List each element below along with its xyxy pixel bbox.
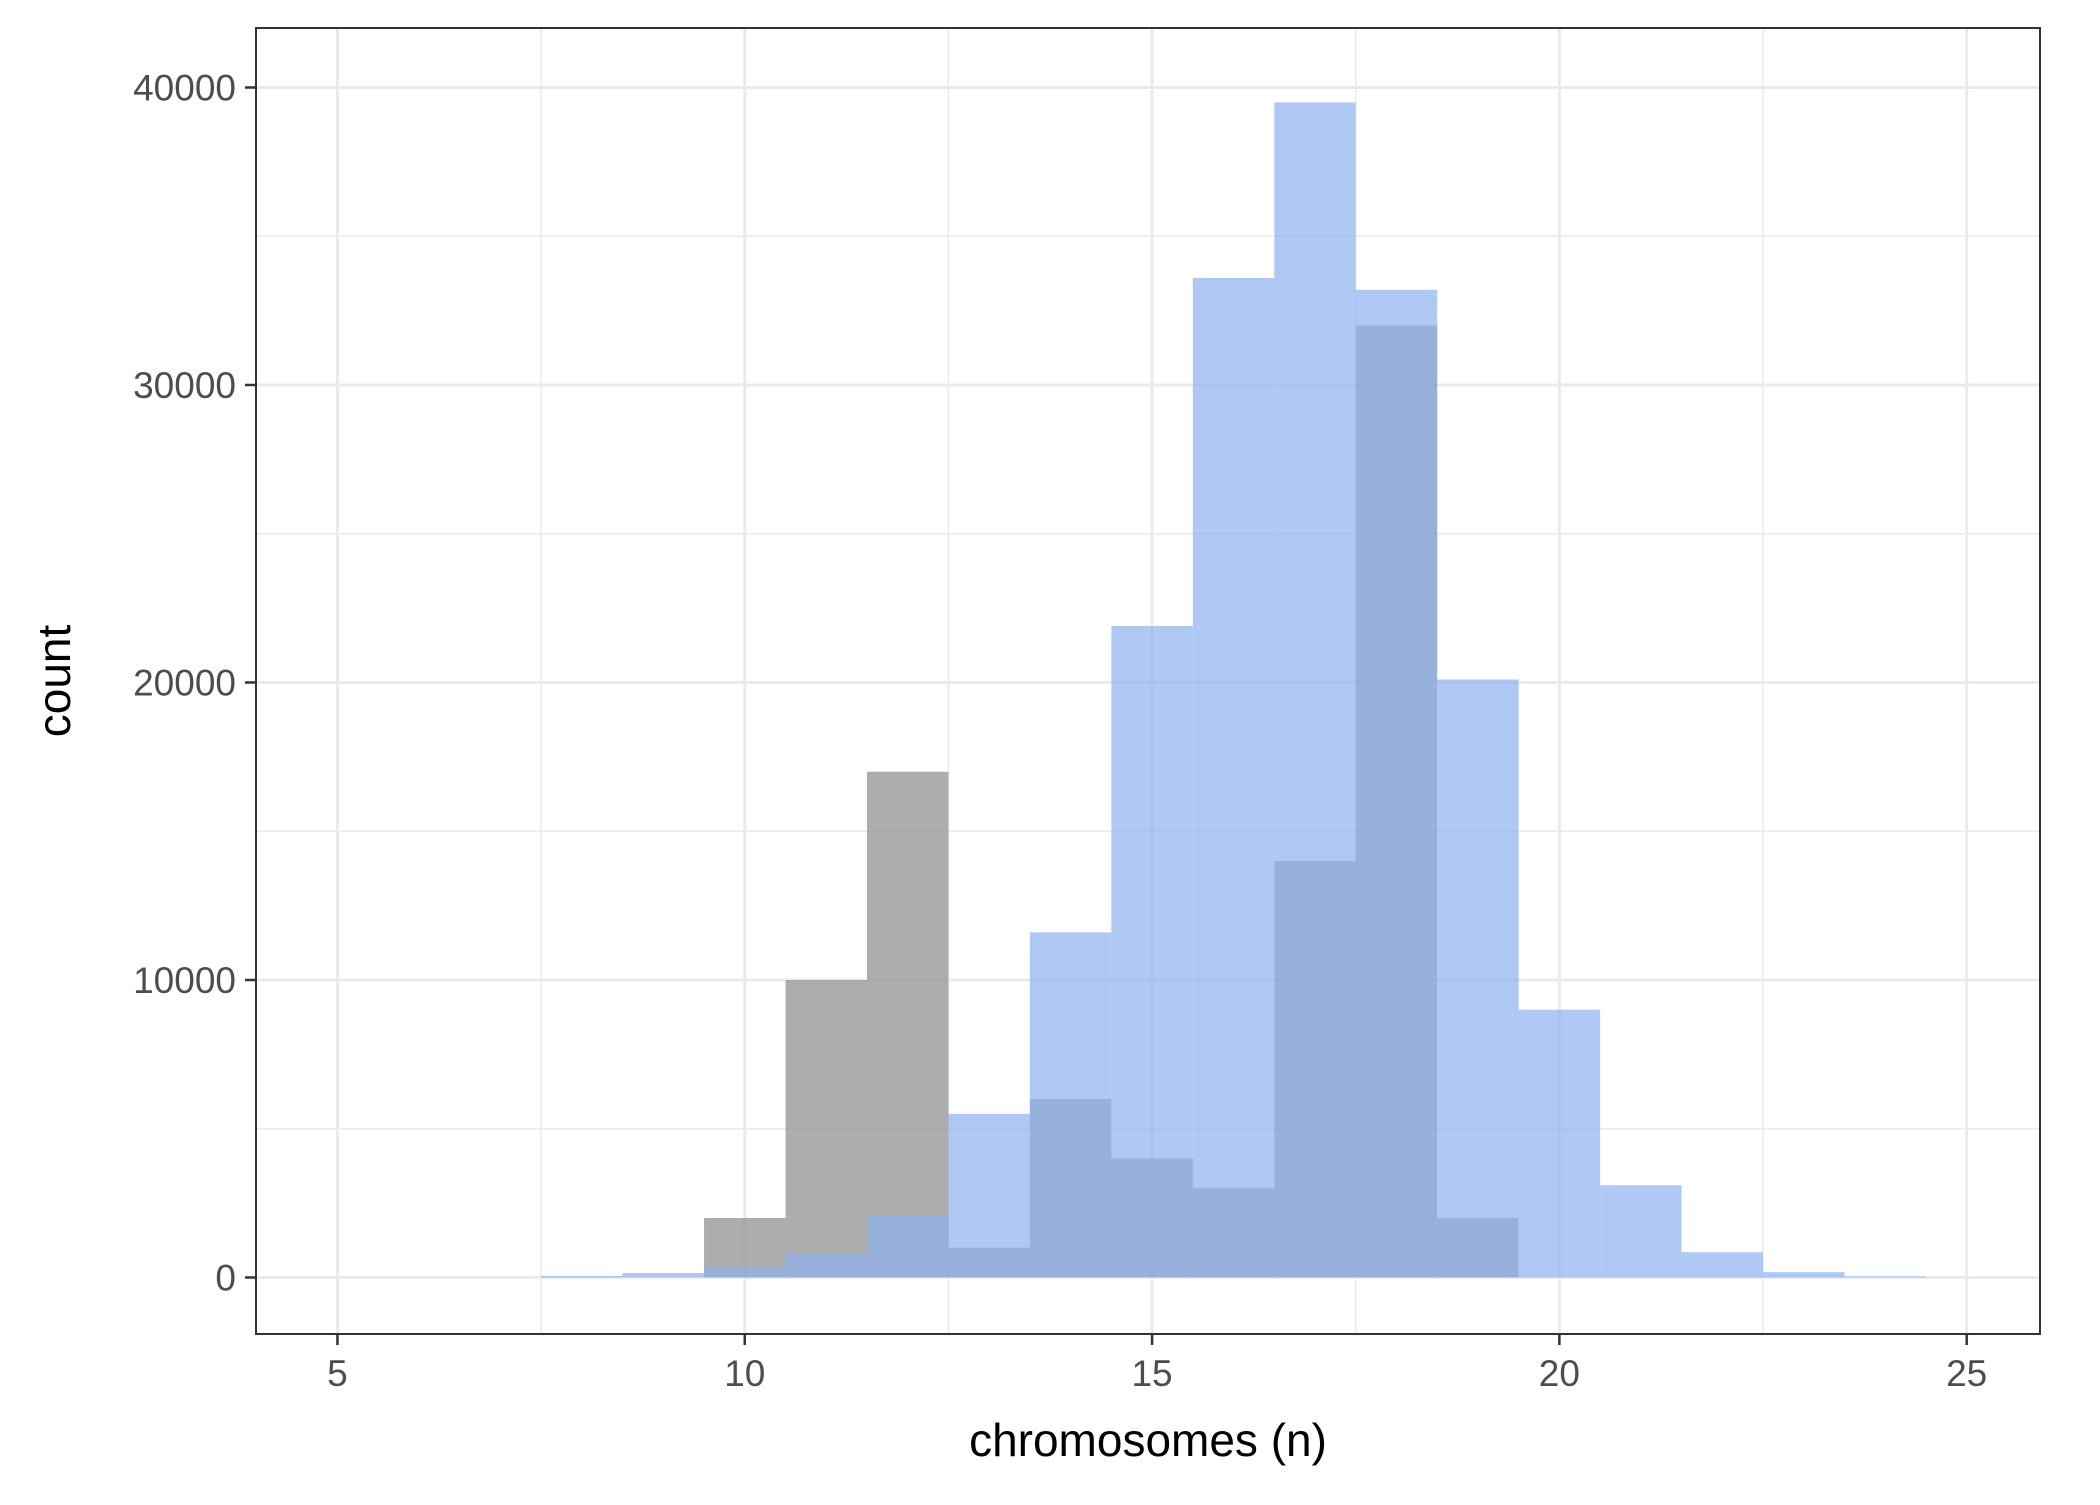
histogram-bar-series-2 [866, 1215, 949, 1278]
y-tick-label: 20000 [133, 662, 236, 703]
y-axis-title: count [28, 625, 80, 738]
histogram-bar-series-2 [622, 1273, 705, 1278]
x-axis-title: chromosomes (n) [969, 1414, 1327, 1466]
x-tick-label: 10 [724, 1353, 765, 1394]
x-tick-label: 20 [1539, 1353, 1580, 1394]
histogram-bar-series-2 [1192, 277, 1275, 1278]
histogram-bar-series-2 [1844, 1276, 1926, 1278]
y-tick-label: 30000 [133, 365, 236, 406]
histogram-bar-series-2 [541, 1275, 623, 1278]
histogram-bars [541, 102, 1926, 1278]
histogram-bar-series-2 [1518, 1009, 1601, 1278]
histogram-bar-series-2 [1681, 1252, 1764, 1278]
histogram-bar-series-2 [1029, 932, 1112, 1278]
histogram-bar-series-2 [1437, 679, 1519, 1278]
y-tick-label: 10000 [133, 960, 236, 1001]
x-tick-label: 15 [1131, 1353, 1172, 1394]
y-tick-label: 0 [215, 1257, 236, 1298]
histogram-bar-series-2 [1600, 1185, 1682, 1278]
x-tick-label: 5 [327, 1353, 348, 1394]
histogram-bar-series-2 [1763, 1272, 1845, 1278]
histogram-bar-series-2 [1274, 102, 1356, 1278]
histogram-bar-series-1 [785, 979, 867, 1278]
histogram-bar-series-2 [704, 1267, 786, 1278]
histogram-bar-series-2 [1355, 289, 1438, 1278]
panel-border [255, 27, 2041, 1335]
histogram-bar-series-1 [866, 771, 949, 1278]
tick-labels: 5 10 15 20 25 0 10000 20000 30000 40000 [133, 67, 1987, 1394]
histogram-bar-series-2 [1111, 625, 1193, 1278]
x-tick-label: 25 [1946, 1353, 1987, 1394]
histogram-bar-series-2 [948, 1113, 1030, 1278]
y-tick-label: 40000 [133, 67, 236, 108]
axis-ticks [245, 86, 1968, 1345]
histogram-bar-series-2 [785, 1253, 867, 1278]
